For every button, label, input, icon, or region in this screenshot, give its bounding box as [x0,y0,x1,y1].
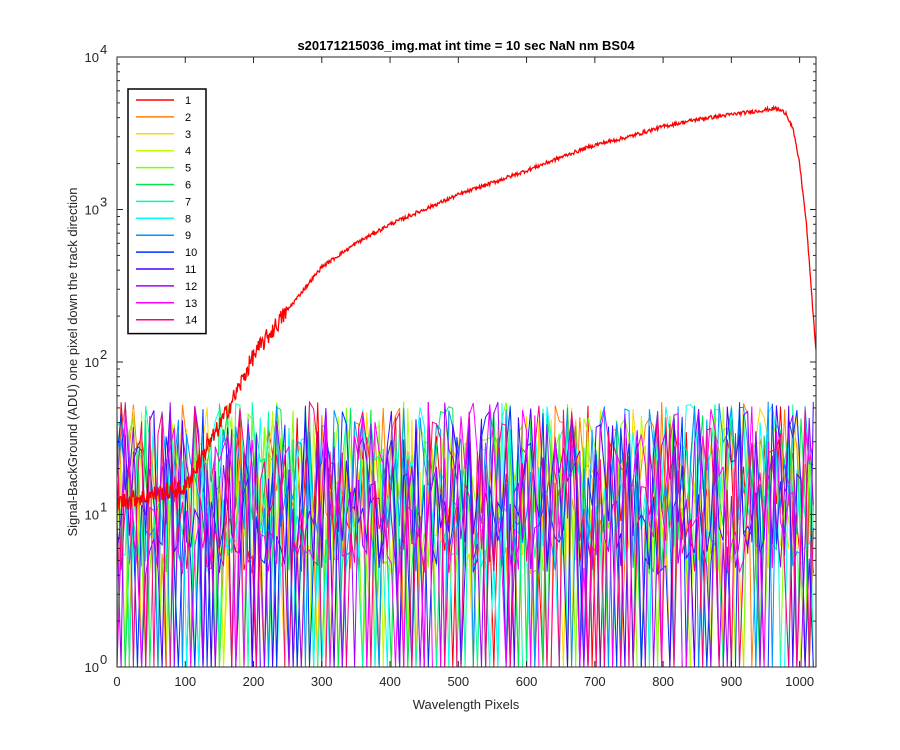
legend-label-2: 2 [185,112,191,124]
legend-label-3: 3 [185,129,191,141]
y-tick-label: 10 [85,355,99,370]
x-tick-label: 300 [311,674,333,689]
legend-label-14: 14 [185,315,197,327]
x-tick-label: 400 [379,674,401,689]
series-main-1 [116,104,817,511]
legend-label-7: 7 [185,196,191,208]
y-tick-label: 10 [85,508,99,523]
y-tick-exponent: 2 [100,347,107,362]
x-tick-label: 700 [584,674,606,689]
main-series-group [116,104,817,511]
y-tick-label: 10 [85,203,99,218]
legend-label-9: 9 [185,230,191,242]
x-tick-label: 900 [721,674,743,689]
y-tick-exponent: 3 [100,195,107,210]
legend-box [127,88,207,335]
y-axis-label: Signal-BackGround (ADU) one pixel down t… [65,187,80,536]
x-tick-label: 100 [174,674,196,689]
y-tick-exponent: 0 [100,652,107,667]
chart-title: s20171215036_img.mat int time = 10 sec N… [297,38,635,53]
legend-label-4: 4 [185,146,191,158]
x-tick-label: 200 [243,674,265,689]
y-tick-label: 10 [85,660,99,675]
legend-label-12: 12 [185,281,197,293]
legend-label-1: 1 [185,95,191,107]
y-tick-exponent: 1 [100,500,107,515]
x-tick-label: 600 [516,674,538,689]
y-tick-exponent: 4 [100,42,107,57]
legend-label-13: 13 [185,298,197,310]
x-tick-label: 500 [447,674,469,689]
legend-label-6: 6 [185,180,191,192]
legend-label-11: 11 [185,264,196,276]
x-tick-label: 800 [652,674,674,689]
y-tick-label: 10 [85,50,99,65]
series-noise-14 [116,400,814,668]
legend-label-5: 5 [185,163,191,175]
x-axis: 0 100 200 300 400 500 600 700 800 900 1000 [113,57,814,689]
legend-label-10: 10 [185,247,197,259]
legend-label-8: 8 [185,213,191,225]
x-axis-label: Wavelength Pixels [413,697,520,712]
series-noise-13 [116,402,814,668]
x-tick-label: 1000 [785,674,814,689]
x-tick-label: 0 [113,674,120,689]
